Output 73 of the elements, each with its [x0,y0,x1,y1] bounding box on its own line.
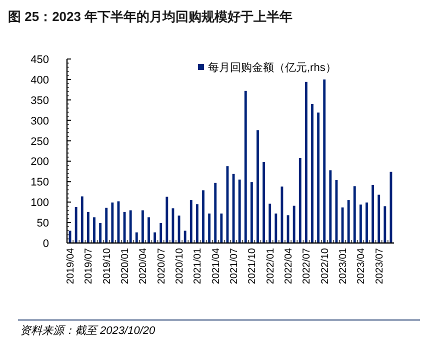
bar [214,182,217,243]
bar [80,196,84,243]
x-tick-label: 2020/01 [120,248,132,284]
bar [323,79,326,243]
y-tick-label: 400 [30,74,49,86]
bar [129,210,132,243]
x-tick-label: 2022/04 [284,248,295,284]
bar [154,232,156,243]
bar [384,206,386,243]
bar [99,222,102,243]
bar [353,186,356,243]
x-tick-label: 2021/04 [210,248,222,284]
x-tick-label: 2023/07 [374,248,386,284]
x-tick-label: 2019/04 [66,248,77,284]
bar [292,206,296,243]
bar [184,230,186,243]
bar [196,204,198,243]
text: 资料来源：截至 2023/10/20 [20,324,156,337]
bar [256,130,259,243]
bar [359,204,362,243]
x-tick-label: 2023/04 [356,248,368,284]
y-tick-label: 350 [30,94,49,107]
x-tick-label: 2019/07 [84,248,95,284]
y-tick-label: 50 [36,218,49,230]
bar [262,162,266,243]
x-tick-label: 2020/07 [156,248,168,284]
x-tick-label: 2021/07 [229,248,240,284]
x-tick-label: 2022/01 [265,248,276,284]
legend-label: 每月回购金额（亿元,rhs） [208,61,336,74]
bar [220,214,223,243]
x-tick-label: 2022/10 [320,248,331,284]
bar [160,222,162,243]
bar [274,214,278,243]
bar [74,207,78,243]
bar [190,200,192,243]
bar [244,90,247,243]
y-tick-label: 200 [30,156,49,168]
bar [202,190,204,243]
y-tick-label: 300 [30,115,49,128]
bar [329,170,332,243]
bar [93,217,96,243]
x-tick-label: 2023/01 [338,248,350,284]
bar [86,212,90,243]
bar [105,208,108,243]
y-tick-label: 0 [42,238,49,250]
bar [378,194,380,243]
bar [148,217,150,243]
bar [135,232,138,243]
bar [238,180,241,243]
bar [304,82,308,243]
bar [317,112,320,243]
bar [268,204,272,243]
bar [250,182,253,243]
bar [311,104,314,243]
x-tick-label: 2021/10 [247,248,258,284]
y-tick-label: 150 [30,176,49,189]
x-tick-label: 2019/10 [102,248,113,284]
bar [208,214,211,243]
x-tick-label: 2020/04 [138,248,150,284]
bar [166,196,168,243]
bar [372,184,374,243]
x-tick-label: 2020/10 [174,248,186,284]
bar [366,202,368,243]
y-tick-label: 450 [30,54,49,66]
bar [347,200,350,243]
chart-title: 图 25：2023 年下半年的月均回购规模好于上半年 [8,9,293,24]
bar [111,202,114,243]
bar [298,158,302,243]
y-tick-label: 250 [30,136,49,148]
bar [141,210,144,243]
x-tick-label: 2022/07 [302,248,313,284]
y-tick-label: 100 [30,197,49,210]
x-tick-label: 2021/01 [192,248,204,284]
